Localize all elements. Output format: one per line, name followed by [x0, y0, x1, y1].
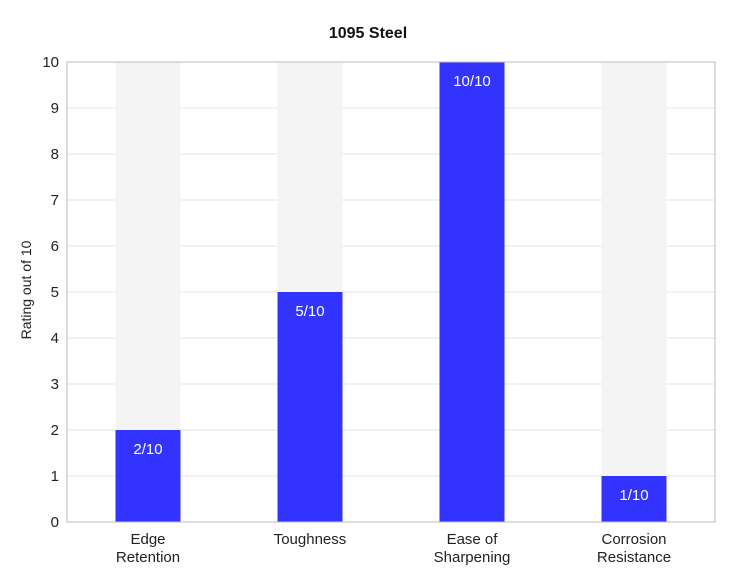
bar-data-labels: 2/10 5/10 10/10 1/10: [133, 73, 648, 504]
y-tick-label: 7: [51, 192, 59, 209]
y-tick-label: 0: [51, 514, 59, 531]
bar-data-label: 10/10: [453, 73, 491, 90]
x-category-label-line: Resistance: [597, 549, 671, 566]
x-category-label: Edge Retention: [116, 531, 180, 566]
x-category-label-line: Edge: [130, 531, 165, 548]
bar-data-label: 1/10: [619, 487, 648, 504]
bar-data-label: 5/10: [295, 303, 324, 320]
y-tick-label: 6: [51, 238, 59, 255]
x-category-label: Ease of Sharpening: [434, 531, 511, 566]
x-category-label: Corrosion Resistance: [597, 531, 671, 566]
y-tick-label: 5: [51, 284, 59, 301]
y-tick-label: 9: [51, 100, 59, 117]
bar-data-label: 2/10: [133, 441, 162, 458]
plot-area-frame: [66, 61, 716, 523]
bar: [601, 476, 667, 522]
y-tick-label: 3: [51, 376, 59, 393]
y-tick-label: 8: [51, 146, 59, 163]
chart-title: 1095 Steel: [329, 25, 407, 42]
x-category-label-line: Corrosion: [601, 531, 666, 548]
y-tick-label: 2: [51, 422, 59, 439]
bars: [115, 62, 667, 522]
y-axis-label: Rating out of 10: [18, 240, 34, 339]
x-category-label-line: Retention: [116, 549, 180, 566]
bar-track: [601, 62, 667, 522]
x-category-label-line: Ease of: [447, 531, 499, 548]
y-tick-label: 1: [51, 468, 59, 485]
bar: [277, 292, 343, 522]
y-tick-label: 4: [51, 330, 59, 347]
x-category-label-line: Toughness: [274, 531, 347, 548]
x-category-label-line: Sharpening: [434, 549, 511, 566]
y-tick-label: 10: [42, 54, 59, 71]
x-category-label: Toughness: [274, 531, 347, 548]
x-category-labels: Edge Retention Toughness Ease of Sharpening C…: [116, 531, 671, 566]
bar: [115, 430, 181, 522]
y-tick-labels: 0 1 2 3 4 5 6 7 8 9 10: [42, 54, 59, 531]
bar: [439, 62, 505, 522]
